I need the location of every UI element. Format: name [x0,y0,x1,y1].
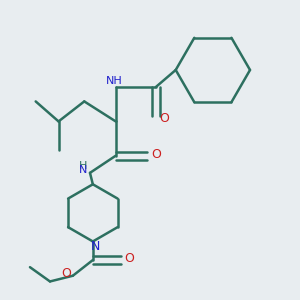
Text: H: H [79,161,87,171]
Text: O: O [151,148,161,161]
Text: O: O [61,267,70,280]
Text: N: N [91,240,100,253]
Text: O: O [159,112,169,125]
Text: N: N [79,165,87,175]
Text: NH: NH [106,76,123,86]
Text: O: O [124,252,134,265]
